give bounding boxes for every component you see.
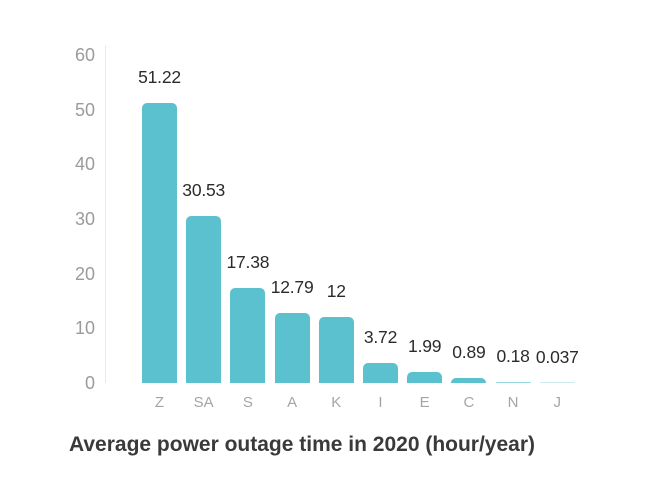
x-tick-label: SA: [193, 394, 214, 411]
value-label: 30.53: [182, 180, 226, 201]
plot-area: 0 10 20 30 40 50 60 51.22 30.53 17.38 12.79 12 3.72…: [74, 45, 579, 411]
value-label: 0.89: [452, 342, 486, 363]
y-tick-label: 10: [74, 318, 95, 339]
y-tick-label: 60: [74, 45, 95, 65]
bar-N: [495, 382, 531, 383]
y-tick-label: 50: [74, 99, 95, 120]
value-label: 12: [326, 281, 346, 302]
bar-K: [318, 317, 354, 383]
x-tick-label: J: [553, 394, 562, 411]
y-tick-label: 0: [84, 373, 95, 393]
x-tick-label: A: [287, 394, 298, 411]
x-tick-label: Z: [154, 394, 165, 411]
value-label: 1.99: [408, 336, 442, 357]
value-label: 51.22: [138, 66, 181, 87]
value-label: 0.037: [535, 346, 579, 367]
x-tick-label: I: [378, 394, 383, 411]
bar-E: [407, 372, 443, 383]
y-axis-line: [105, 45, 106, 383]
value-label: 12.79: [270, 277, 314, 298]
bar-J: [539, 382, 575, 383]
y-tick-label: 40: [74, 154, 95, 175]
bar-S: [230, 287, 266, 383]
y-tick-label: 30: [74, 209, 95, 229]
bar-I: [363, 362, 398, 383]
value-label: 17.38: [226, 251, 270, 272]
bar-Z: [142, 102, 177, 383]
value-label: 3.72: [363, 326, 398, 347]
bar-A: [274, 313, 310, 383]
chart-title: Average power outage time in 2020 (hour/…: [68, 433, 536, 456]
bar-SA: [186, 216, 222, 383]
value-label: 0.18: [496, 346, 530, 367]
bar-C: [451, 378, 487, 383]
x-tick-label: E: [419, 394, 430, 411]
y-tick-label: 20: [74, 263, 95, 284]
x-tick-label: K: [331, 394, 342, 411]
x-tick-label: S: [242, 394, 253, 411]
x-tick-label: C: [463, 394, 475, 411]
x-tick-label: N: [507, 394, 519, 411]
